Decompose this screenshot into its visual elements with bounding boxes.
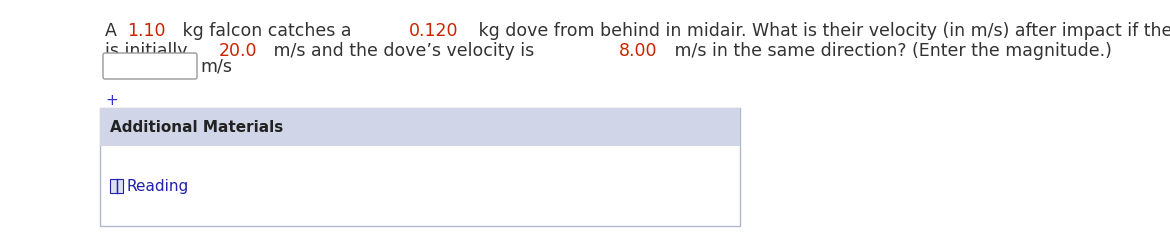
Text: Reading: Reading: [128, 179, 190, 193]
Text: m/s in the same direction? (Enter the magnitude.): m/s in the same direction? (Enter the ma…: [668, 42, 1112, 60]
Text: kg dove from behind in midair. What is their velocity (in m/s) after impact if t: kg dove from behind in midair. What is t…: [473, 22, 1170, 40]
Text: +: +: [105, 93, 118, 108]
Text: 0.120: 0.120: [410, 22, 459, 40]
Text: 8.00: 8.00: [619, 42, 658, 60]
Text: 1.10: 1.10: [128, 22, 166, 40]
Text: m/s: m/s: [200, 57, 232, 75]
FancyBboxPatch shape: [103, 53, 197, 79]
Text: kg falcon catches a: kg falcon catches a: [177, 22, 357, 40]
Text: is initially: is initially: [105, 42, 193, 60]
FancyBboxPatch shape: [99, 108, 739, 226]
Text: Additional Materials: Additional Materials: [110, 120, 283, 134]
Text: 20.0: 20.0: [219, 42, 257, 60]
FancyBboxPatch shape: [110, 179, 117, 193]
Text: A: A: [105, 22, 123, 40]
FancyBboxPatch shape: [117, 179, 123, 193]
FancyBboxPatch shape: [99, 108, 739, 146]
Text: m/s and the dove’s velocity is: m/s and the dove’s velocity is: [268, 42, 541, 60]
